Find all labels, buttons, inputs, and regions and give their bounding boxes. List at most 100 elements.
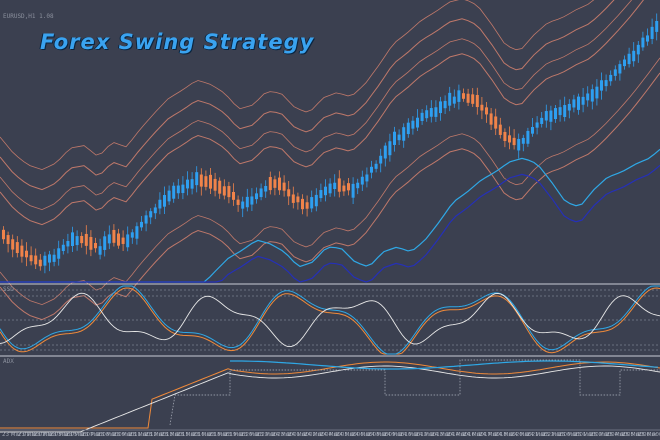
time-axis-tick: 23 Mar 02:00 <box>17 432 55 438</box>
candle-body <box>503 131 507 141</box>
candle-body <box>190 179 194 189</box>
candle-body <box>388 141 392 156</box>
candle-body <box>48 254 51 263</box>
time-axis-tick: 24 Mar 13:00 <box>415 432 453 438</box>
candle-body <box>379 155 383 164</box>
oscillator-panel-1 <box>0 285 660 355</box>
candle-body <box>135 226 139 239</box>
time-axis-tick: 23 Mar 23:00 <box>256 432 294 438</box>
candle-body <box>360 176 364 185</box>
osc1-orange-line <box>0 287 660 355</box>
envelope-line <box>0 72 660 321</box>
candle-body <box>475 94 479 108</box>
osc1-white-line <box>0 292 660 348</box>
candle-body <box>448 92 452 106</box>
candle-body <box>121 237 125 244</box>
candle-body <box>144 215 148 224</box>
candle-body <box>282 182 286 191</box>
candle-body <box>29 255 33 262</box>
candle-body <box>98 246 102 255</box>
candle-body <box>319 190 323 199</box>
candle-body <box>383 145 387 159</box>
envelope-line <box>0 0 633 211</box>
candle-body <box>425 110 429 119</box>
time-axis-tick: 25 Mar 02:00 <box>574 432 612 438</box>
candle-body <box>227 186 231 198</box>
candle-body <box>75 236 79 246</box>
candle-body <box>567 103 571 111</box>
osc1-blue-line <box>0 285 660 355</box>
candle-body <box>393 131 396 145</box>
ma-line-navy <box>0 164 660 283</box>
candle-body <box>209 174 212 189</box>
time-axis: 23 Mar 01:00 23 Mar 02:00 23 Mar 03:00 23 M… <box>0 430 660 440</box>
candle-body <box>623 59 626 67</box>
candle-body <box>250 196 254 205</box>
candle-body <box>305 202 309 209</box>
time-axis-tick: 23 Mar 09:00 <box>97 432 135 438</box>
candle-body <box>126 234 130 248</box>
time-axis-tick: 25 Mar 00:00 <box>542 432 580 438</box>
candle-body <box>43 255 47 266</box>
candle-body <box>57 248 61 259</box>
time-axis-tick: 24 Mar 16:00 <box>447 432 484 438</box>
candle-body <box>636 44 640 55</box>
osc2-blue-line <box>230 360 659 370</box>
candle-body <box>646 35 649 42</box>
candle-body <box>314 194 318 207</box>
candle-body <box>512 137 516 146</box>
candle-body <box>466 93 470 103</box>
candle-body <box>521 137 525 144</box>
candle-body <box>176 185 180 194</box>
time-axis-tick: 23 Mar 15:00 <box>161 432 198 438</box>
time-axis-tick: 23 Mar 08:00 <box>81 432 119 438</box>
candle-body <box>52 254 56 262</box>
candle-body <box>296 196 300 203</box>
candle-body <box>245 196 249 208</box>
candle-body <box>158 199 162 209</box>
envelope-line <box>0 0 645 226</box>
time-axis-tick: 24 Mar 05:00 <box>320 432 357 438</box>
candle-body <box>34 255 38 265</box>
candle-body <box>149 211 153 218</box>
osc2-white-line <box>0 365 660 433</box>
candle-body <box>66 241 70 247</box>
candle-body <box>172 185 176 199</box>
symbol-info: EURUSD,H1 1.08 <box>3 13 54 20</box>
time-axis-tick: 24 Mar 14:00 <box>431 432 469 438</box>
candle-body <box>333 182 337 190</box>
candle-body <box>563 105 567 117</box>
candle-body <box>489 113 493 125</box>
candle-body <box>347 183 350 191</box>
time-axis-tick: 25 Mar 08:00 <box>638 432 660 438</box>
candle-body <box>600 80 603 91</box>
candle-body <box>167 190 171 202</box>
candle-body <box>71 232 74 246</box>
candle-body <box>117 233 120 246</box>
time-axis-tick: 25 Mar 05:00 <box>606 432 643 438</box>
candle-body <box>365 174 369 182</box>
time-axis-tick: 24 Mar 06:00 <box>335 432 373 438</box>
time-axis-tick: 24 Mar 17:00 <box>463 432 500 438</box>
candle-body <box>554 108 557 120</box>
candle-body <box>273 179 277 188</box>
candle-body <box>549 110 553 122</box>
candle-body <box>655 20 659 32</box>
time-axis-tick: 23 Mar 03:00 <box>33 432 71 438</box>
candle-body <box>89 237 93 250</box>
candle-body <box>204 176 208 187</box>
candle-body <box>107 234 111 244</box>
candle-body <box>195 172 199 186</box>
candle-body <box>434 107 438 117</box>
candle-body <box>241 201 245 209</box>
candle-body <box>163 195 166 207</box>
time-axis-tick: 24 Mar 21:00 <box>510 432 548 438</box>
envelope-bands <box>0 0 660 321</box>
time-axis-tick: 24 Mar 09:00 <box>367 432 405 438</box>
candle-body <box>531 127 534 134</box>
candle-body <box>236 199 240 205</box>
candle-body <box>301 198 304 210</box>
time-axis-tick: 23 Mar 11:00 <box>113 432 151 438</box>
candle-body <box>181 184 185 194</box>
